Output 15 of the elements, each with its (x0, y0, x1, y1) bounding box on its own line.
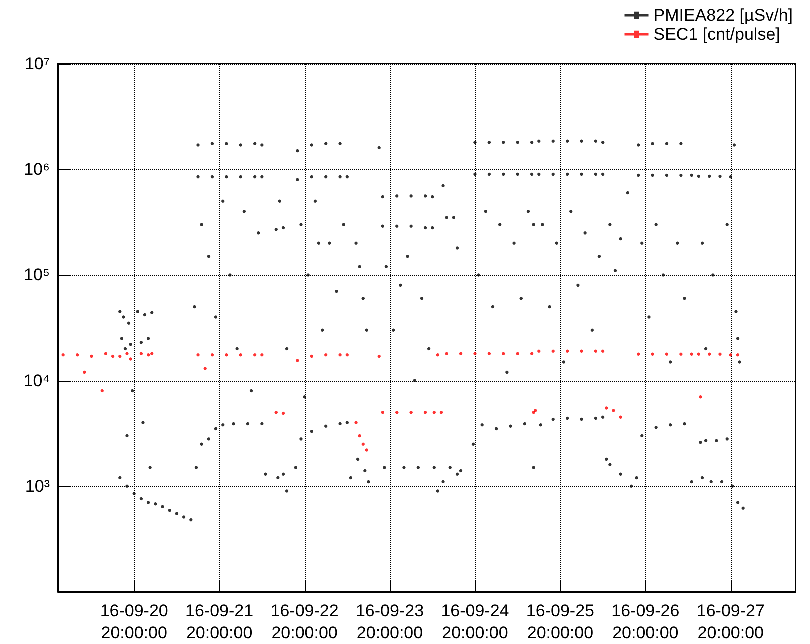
y-tick-label: 10⁷ (24, 54, 50, 74)
legend-label: PMIEA822 [µSv/h] (654, 6, 794, 25)
x-tick-label: 16-09-26 20:00:00 (612, 602, 680, 642)
x-tick-label: 16-09-20 20:00:00 (100, 602, 168, 642)
y-tick-label: 10⁵ (24, 266, 50, 285)
x-tick-label: 16-09-27 20:00:00 (696, 602, 765, 642)
x-tick-label: 16-09-21 20:00:00 (186, 602, 254, 642)
x-tick-label: 16-09-24 20:00:00 (441, 602, 510, 642)
y-tick-label: 10⁶ (24, 160, 50, 180)
y-tick-label: 10⁴ (24, 371, 50, 390)
x-tick-label: 16-09-23 20:00:00 (356, 602, 424, 642)
legend-label: SEC1 [cnt/pulse] (654, 25, 780, 44)
x-tick-label: 16-09-25 20:00:00 (526, 602, 594, 642)
x-tick-label: 16-09-22 20:00:00 (270, 602, 339, 642)
y-tick-label: 10³ (25, 476, 50, 496)
